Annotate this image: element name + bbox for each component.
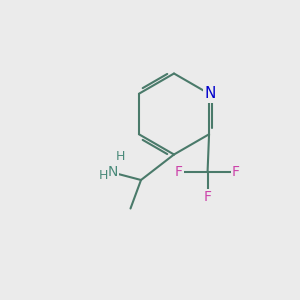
Text: N: N [205,86,216,101]
Text: F: F [204,190,212,204]
Text: F: F [175,165,183,179]
Text: H: H [99,169,108,182]
Text: N: N [107,166,118,179]
Text: F: F [232,165,240,179]
Text: H: H [115,150,125,164]
